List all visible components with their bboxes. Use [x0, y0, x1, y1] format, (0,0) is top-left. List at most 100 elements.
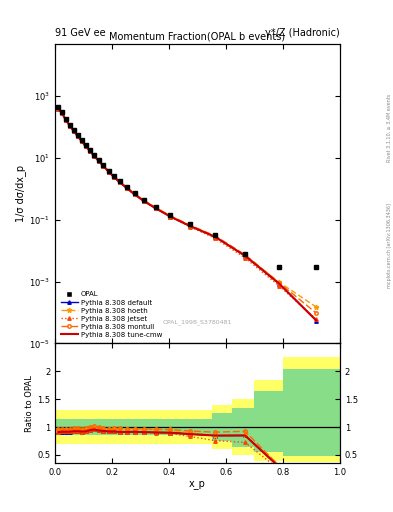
OPAL: [277, 264, 282, 270]
Text: 91 GeV ee: 91 GeV ee: [55, 28, 106, 38]
Pythia 8.308 jetset: [125, 185, 129, 191]
Line: Pythia 8.308 tune-cmw: Pythia 8.308 tune-cmw: [59, 109, 316, 321]
OPAL: [101, 162, 106, 168]
Pythia 8.308 tune-cmw: [68, 122, 72, 129]
Pythia 8.308 default: [106, 168, 111, 175]
Pythia 8.308 tune-cmw: [106, 168, 111, 175]
Pythia 8.308 hoeth: [118, 179, 122, 185]
Pythia 8.308 default: [132, 191, 137, 198]
OPAL: [71, 127, 76, 133]
Pythia 8.308 tune-cmw: [132, 191, 137, 198]
Pythia 8.308 tune-cmw: [60, 110, 64, 116]
Pythia 8.308 hoeth: [213, 234, 217, 240]
Pythia 8.308 montull: [106, 168, 111, 174]
OPAL: [60, 109, 64, 115]
Pythia 8.308 tune-cmw: [153, 205, 158, 211]
Pythia 8.308 montull: [79, 137, 84, 143]
Pythia 8.308 default: [277, 281, 282, 287]
Pythia 8.308 montull: [314, 310, 319, 316]
Pythia 8.308 hoeth: [75, 133, 80, 139]
Pythia 8.308 tune-cmw: [213, 234, 217, 240]
Pythia 8.308 hoeth: [141, 198, 146, 204]
Pythia 8.308 jetset: [153, 205, 158, 211]
Pythia 8.308 montull: [153, 204, 158, 210]
Pythia 8.308 jetset: [87, 147, 92, 154]
Pythia 8.308 jetset: [71, 128, 76, 134]
Pythia 8.308 jetset: [79, 138, 84, 144]
Pythia 8.308 default: [71, 128, 76, 134]
X-axis label: x_p: x_p: [189, 479, 206, 488]
Pythia 8.308 hoeth: [314, 304, 319, 310]
Text: OPAL_1998_S3780481: OPAL_1998_S3780481: [163, 319, 232, 326]
Pythia 8.308 tune-cmw: [101, 163, 106, 169]
Pythia 8.308 montull: [243, 251, 248, 258]
Text: Rivet 3.1.10, ≥ 3.4M events: Rivet 3.1.10, ≥ 3.4M events: [387, 94, 392, 162]
OPAL: [75, 132, 80, 138]
OPAL: [118, 178, 122, 184]
Pythia 8.308 default: [60, 110, 64, 116]
Pythia 8.308 tune-cmw: [56, 105, 61, 112]
Pythia 8.308 default: [314, 317, 319, 324]
OPAL: [68, 121, 72, 127]
Pythia 8.308 hoeth: [277, 279, 282, 285]
Pythia 8.308 montull: [101, 162, 106, 168]
Pythia 8.308 montull: [118, 179, 122, 185]
Pythia 8.308 default: [56, 105, 61, 112]
Pythia 8.308 tune-cmw: [64, 117, 68, 123]
Pythia 8.308 tune-cmw: [96, 158, 101, 164]
OPAL: [92, 153, 96, 159]
Pythia 8.308 tune-cmw: [92, 153, 96, 159]
Pythia 8.308 hoeth: [87, 147, 92, 154]
Pythia 8.308 montull: [56, 105, 61, 111]
Line: Pythia 8.308 jetset: Pythia 8.308 jetset: [57, 107, 318, 321]
OPAL: [79, 137, 84, 143]
Pythia 8.308 hoeth: [125, 184, 129, 190]
Pythia 8.308 jetset: [101, 163, 106, 169]
Y-axis label: 1/σ dσ/dx_p: 1/σ dσ/dx_p: [15, 165, 26, 222]
Pythia 8.308 default: [64, 117, 68, 123]
Pythia 8.308 jetset: [168, 214, 173, 220]
OPAL: [153, 204, 158, 210]
Pythia 8.308 tune-cmw: [187, 223, 192, 229]
Pythia 8.308 hoeth: [112, 174, 116, 180]
Pythia 8.308 default: [153, 205, 158, 211]
Pythia 8.308 jetset: [277, 283, 282, 289]
Pythia 8.308 jetset: [213, 236, 217, 242]
Pythia 8.308 montull: [87, 147, 92, 153]
Pythia 8.308 jetset: [75, 133, 80, 139]
Pythia 8.308 montull: [60, 110, 64, 116]
Pythia 8.308 jetset: [64, 117, 68, 123]
Pythia 8.308 jetset: [314, 316, 319, 323]
OPAL: [96, 157, 101, 163]
Pythia 8.308 default: [101, 163, 106, 169]
OPAL: [64, 116, 68, 122]
Pythia 8.308 montull: [92, 152, 96, 158]
Pythia 8.308 jetset: [112, 174, 116, 180]
Pythia 8.308 montull: [75, 132, 80, 138]
Pythia 8.308 default: [79, 138, 84, 144]
Pythia 8.308 montull: [277, 280, 282, 286]
Pythia 8.308 jetset: [132, 191, 137, 198]
Pythia 8.308 montull: [112, 173, 116, 179]
Pythia 8.308 default: [92, 153, 96, 159]
Pythia 8.308 default: [96, 158, 101, 164]
Pythia 8.308 tune-cmw: [87, 147, 92, 154]
Pythia 8.308 tune-cmw: [277, 281, 282, 287]
Pythia 8.308 hoeth: [96, 157, 101, 163]
Line: Pythia 8.308 default: Pythia 8.308 default: [57, 107, 318, 322]
Pythia 8.308 tune-cmw: [168, 214, 173, 220]
Pythia 8.308 hoeth: [243, 253, 248, 259]
Pythia 8.308 montull: [68, 122, 72, 128]
Pythia 8.308 default: [75, 133, 80, 139]
Pythia 8.308 jetset: [83, 143, 88, 149]
Pythia 8.308 hoeth: [153, 204, 158, 210]
Pythia 8.308 hoeth: [56, 105, 61, 111]
Legend: OPAL, Pythia 8.308 default, Pythia 8.308 hoeth, Pythia 8.308 jetset, Pythia 8.30: OPAL, Pythia 8.308 default, Pythia 8.308…: [59, 289, 164, 340]
Pythia 8.308 default: [112, 174, 116, 180]
OPAL: [187, 221, 192, 227]
Pythia 8.308 tune-cmw: [75, 133, 80, 139]
OPAL: [141, 197, 146, 203]
OPAL: [132, 190, 137, 196]
Title: Momentum Fraction(OPAL b events): Momentum Fraction(OPAL b events): [109, 31, 286, 41]
Pythia 8.308 default: [125, 185, 129, 191]
